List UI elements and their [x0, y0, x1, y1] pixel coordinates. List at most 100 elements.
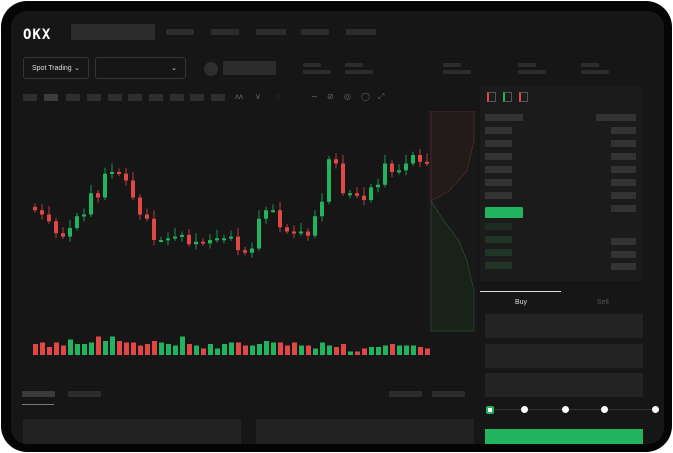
nav-item[interactable] [301, 29, 329, 35]
orderbook-layout-icon[interactable] [503, 92, 512, 102]
price-input[interactable] [485, 314, 643, 338]
volume-bar [397, 345, 402, 355]
filter-button[interactable] [389, 391, 422, 397]
slider-step[interactable] [521, 406, 528, 413]
volume-bar [166, 344, 171, 355]
timeframe-button[interactable] [128, 94, 142, 101]
nav-item[interactable] [256, 29, 286, 35]
timeframe-button[interactable] [149, 94, 163, 101]
candle-body [61, 233, 65, 237]
candle-body [355, 193, 359, 196]
timeframe-button[interactable] [44, 94, 58, 101]
stat [345, 70, 373, 74]
ask-price [485, 153, 512, 160]
expand-icon[interactable]: ⤢ [378, 92, 385, 101]
candle-body [334, 159, 338, 164]
stat [581, 70, 609, 74]
volume-bar [327, 345, 332, 355]
volume-bar [334, 347, 339, 355]
tab-buy[interactable]: Buy [515, 299, 528, 306]
volume-bar [215, 348, 220, 355]
filter-button[interactable] [432, 391, 465, 397]
timeframe-button[interactable] [108, 94, 122, 101]
candle-body [173, 236, 177, 239]
depth-asks [430, 111, 475, 202]
tab-sell[interactable]: Sell [597, 299, 609, 306]
volume-bar [75, 344, 80, 355]
volume-bar [418, 347, 423, 355]
leverage-slider-track[interactable] [491, 409, 656, 410]
slider-step[interactable] [601, 406, 608, 413]
slider-step[interactable] [562, 406, 569, 413]
pair-dropdown[interactable]: ⌄ [95, 57, 186, 79]
volume-bar [229, 342, 234, 355]
tab-history[interactable] [68, 391, 101, 397]
market-type-dropdown[interactable]: Spot Trading ⌄ [23, 57, 89, 79]
timeframe-button[interactable] [190, 94, 204, 101]
volume-bar [152, 341, 157, 355]
chevron-down-icon: ⌄ [74, 65, 80, 72]
candle-body [75, 216, 79, 229]
candlestick-chart[interactable] [19, 111, 479, 371]
chevron-down-icon: ⌄ [171, 65, 177, 72]
candle-body [250, 248, 254, 253]
candle-body [425, 161, 429, 164]
orderbook-layout-icon[interactable] [519, 92, 528, 102]
amount-input[interactable] [485, 344, 643, 368]
slider-handle[interactable] [486, 406, 494, 414]
buy-button[interactable] [485, 429, 643, 444]
volume-bar [404, 345, 409, 355]
pencil-icon[interactable]: ⊘ [327, 92, 334, 101]
volume-bar [299, 345, 304, 355]
nav-item[interactable] [211, 29, 239, 35]
candle-body [152, 218, 156, 240]
slider-step[interactable] [652, 406, 659, 413]
target-icon[interactable]: ◎ [344, 92, 351, 101]
candle-body [369, 187, 373, 201]
timeframe-button[interactable] [170, 94, 184, 101]
candle-body [103, 173, 107, 198]
bid-price [485, 236, 512, 243]
bid-amount [611, 263, 636, 270]
candle-body [376, 184, 380, 188]
volume-bar [54, 342, 59, 355]
orders-panel [23, 419, 241, 444]
candle-body [397, 170, 401, 173]
stat [443, 70, 471, 74]
search-bar[interactable] [71, 24, 155, 40]
timeframe-button[interactable] [87, 94, 101, 101]
last-price [485, 207, 523, 218]
candle-body [159, 240, 163, 242]
ask-amount [611, 166, 636, 173]
orderbook-layout-icon[interactable] [487, 92, 496, 102]
volume-bar [180, 336, 185, 355]
refresh-icon[interactable]: ◯ [361, 92, 370, 101]
chart-type-icon[interactable]: ∨ [255, 92, 261, 101]
ask-amount [611, 127, 636, 134]
timeframe-button[interactable] [23, 94, 37, 101]
settings-icon[interactable]: ◌ [275, 92, 280, 101]
timeframe-button[interactable] [66, 94, 80, 101]
okx-logo[interactable]: OKX [23, 27, 52, 43]
candle-body [222, 238, 226, 241]
stat [581, 63, 599, 67]
timeframe-button[interactable] [211, 94, 225, 101]
tab-underline [22, 404, 54, 405]
volume-bar [68, 339, 73, 355]
total-input[interactable] [485, 373, 643, 397]
tab-open-orders[interactable] [22, 391, 55, 397]
candle-body [327, 159, 331, 202]
volume-bar [278, 342, 283, 355]
nav-item[interactable] [166, 29, 194, 35]
candle-body [110, 172, 114, 174]
ask-amount [611, 140, 636, 147]
indicator-icon[interactable]: ᴧᴧ [235, 92, 243, 101]
draw-line-icon[interactable]: ∼ [311, 92, 318, 101]
candle-body [383, 163, 387, 185]
nav-item[interactable] [346, 29, 376, 35]
candle-body [229, 236, 233, 239]
volume-bar [376, 347, 381, 355]
volume-bar [425, 348, 430, 355]
depth-bids [430, 199, 475, 332]
buy-tab-underline [480, 291, 561, 292]
